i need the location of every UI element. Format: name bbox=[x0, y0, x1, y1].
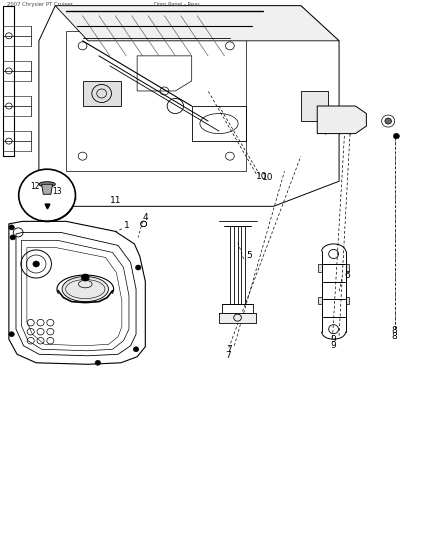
Circle shape bbox=[9, 332, 14, 337]
Text: 10: 10 bbox=[261, 173, 273, 182]
Text: 7: 7 bbox=[226, 345, 232, 354]
Text: 1: 1 bbox=[124, 221, 130, 230]
Text: Door Panel - Rear: Door Panel - Rear bbox=[153, 2, 199, 7]
Text: 9: 9 bbox=[331, 335, 336, 344]
Text: 12: 12 bbox=[30, 182, 40, 191]
Polygon shape bbox=[318, 296, 321, 304]
Circle shape bbox=[385, 118, 392, 124]
Text: 2007 Chrysler PT Cruiser: 2007 Chrysler PT Cruiser bbox=[7, 2, 73, 7]
Ellipse shape bbox=[39, 182, 55, 187]
Circle shape bbox=[62, 343, 68, 348]
Circle shape bbox=[19, 169, 75, 221]
Polygon shape bbox=[219, 313, 256, 322]
Circle shape bbox=[393, 133, 399, 139]
Text: 6: 6 bbox=[344, 271, 350, 280]
Ellipse shape bbox=[62, 277, 109, 302]
Text: 3: 3 bbox=[119, 269, 125, 278]
Circle shape bbox=[10, 235, 15, 240]
Text: 7: 7 bbox=[225, 351, 231, 360]
Text: 13: 13 bbox=[52, 187, 62, 196]
Text: 9: 9 bbox=[331, 341, 336, 350]
Circle shape bbox=[95, 360, 101, 365]
Polygon shape bbox=[42, 184, 53, 195]
Text: 10: 10 bbox=[256, 172, 267, 181]
Polygon shape bbox=[317, 106, 366, 134]
Polygon shape bbox=[82, 81, 121, 106]
Text: 11: 11 bbox=[110, 196, 121, 205]
Text: 14: 14 bbox=[14, 236, 25, 245]
Polygon shape bbox=[55, 6, 339, 41]
Circle shape bbox=[133, 347, 139, 352]
Text: 8: 8 bbox=[392, 326, 398, 335]
Circle shape bbox=[9, 225, 14, 230]
Polygon shape bbox=[9, 221, 145, 364]
Polygon shape bbox=[346, 264, 349, 271]
Circle shape bbox=[81, 274, 89, 281]
Polygon shape bbox=[318, 264, 321, 271]
Polygon shape bbox=[346, 296, 349, 304]
Polygon shape bbox=[301, 91, 328, 121]
Text: 8: 8 bbox=[392, 332, 398, 341]
Text: 4: 4 bbox=[142, 213, 148, 222]
Text: 2: 2 bbox=[100, 296, 106, 305]
Circle shape bbox=[101, 235, 106, 240]
Text: 5: 5 bbox=[246, 251, 252, 260]
Circle shape bbox=[135, 265, 141, 270]
Circle shape bbox=[33, 261, 39, 267]
Circle shape bbox=[103, 282, 108, 288]
